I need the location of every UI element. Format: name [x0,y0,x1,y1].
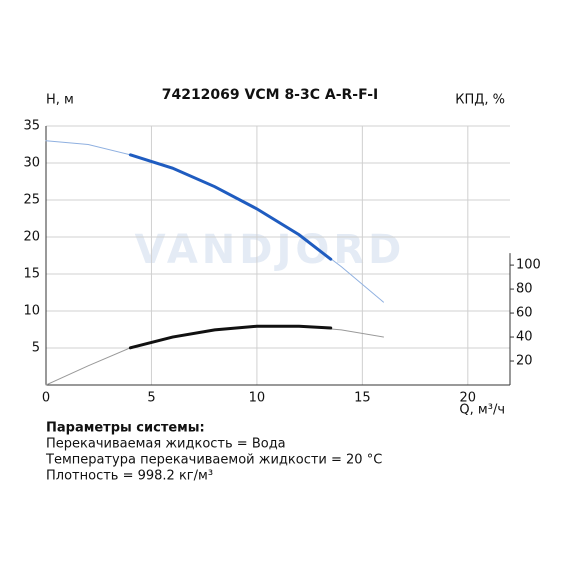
curve [45,140,384,303]
x-tick-label: 5 [147,391,155,406]
x-tick-label: 0 [42,391,50,406]
y2-tick-label: 20 [516,354,533,369]
curve [128,153,333,261]
curve [128,324,333,350]
y2-tick-label: 80 [516,282,533,297]
system-line: Плотность = 998.2 кг/м³ [46,469,213,484]
system-line: Температура перекачиваемой жидкости = 20… [45,453,382,468]
y-tick-label: 5 [32,341,40,356]
system-line: Перекачиваемая жидкость = Вода [46,437,286,452]
x-tick-label: 10 [249,391,266,406]
x-axis-label: Q, м³/ч [459,403,505,418]
y-tick-label: 25 [23,193,40,208]
system-title: Параметры системы: [46,421,205,436]
y2-tick-label: 100 [516,258,541,273]
watermark: VANDJORD [135,227,406,273]
y-tick-label: 35 [23,119,40,134]
x-tick-label: 20 [460,391,477,406]
y-axis-label: H, м [46,93,74,108]
y2-tick-label: 60 [516,306,533,321]
y-tick-label: 15 [23,267,40,282]
y-tick-label: 20 [23,230,40,245]
curve [45,325,384,386]
y2-axis-label: КПД, % [455,93,505,108]
y-tick-label: 10 [23,304,40,319]
y-tick-label: 30 [23,156,40,171]
chart-title: 74212069 VCM 8-3C A-R-F-I [162,87,379,103]
y2-tick-label: 40 [516,330,533,345]
x-tick-label: 15 [354,391,371,406]
